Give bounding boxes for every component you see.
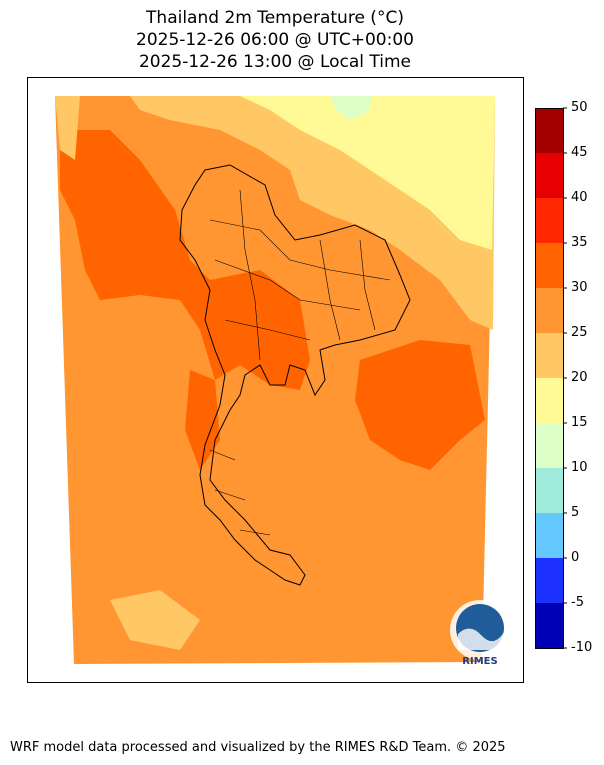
colorbar-tick-label: 45	[571, 145, 588, 160]
colorbar-bin	[535, 423, 563, 469]
colorbar-tick-label: 40	[571, 190, 588, 205]
field-30-35-east	[355, 340, 485, 470]
colorbar-bin	[535, 558, 563, 604]
title-line-2: 2025-12-26 06:00 @ UTC+00:00	[136, 30, 414, 50]
colorbar-tick-label: -5	[571, 595, 584, 610]
thailand-border	[179, 164, 411, 586]
colorbar-bin	[535, 153, 563, 199]
colorbar-bin	[535, 288, 563, 334]
colorbar-bin	[535, 468, 563, 514]
temperature-field	[55, 96, 495, 664]
colorbar-tick-label: 35	[571, 235, 588, 250]
province-borders	[209, 189, 391, 536]
logo-text: RIMES	[462, 656, 497, 667]
colorbar-tick-label: 25	[571, 325, 588, 340]
field-30-35-south	[185, 370, 220, 470]
colorbar-bin	[535, 108, 563, 154]
colorbar-bin	[535, 513, 563, 559]
colorbar-frame	[535, 108, 564, 649]
field-10-15	[330, 96, 372, 120]
title-line-3: 2025-12-26 13:00 @ Local Time	[138, 52, 412, 72]
colorbar-tick-label: 0	[571, 550, 580, 565]
field-20-25-west	[55, 96, 80, 160]
colorbar-tick-label: 20	[571, 370, 588, 385]
colorbar-tick-label: 50	[571, 100, 588, 115]
colorbar-bin	[535, 378, 563, 424]
colorbar-tick-label: -10	[571, 640, 593, 655]
colorbar-bin	[535, 198, 563, 244]
footer-credit: WRF model data processed and visualized …	[10, 740, 506, 755]
colorbar	[535, 107, 567, 649]
rimes-logo: RIMES	[450, 600, 510, 667]
colorbar-bin	[535, 243, 563, 289]
colorbar-tick-label: 15	[571, 415, 588, 430]
colorbar-tick-label: 10	[571, 460, 588, 475]
title-line-1: Thailand 2m Temperature (°C)	[146, 8, 404, 28]
colorbar-tick-label: 5	[571, 505, 580, 520]
colorbar-bin	[535, 603, 563, 649]
colorbar-tick-label: 30	[571, 280, 588, 295]
colorbar-bin	[535, 333, 563, 379]
field-15-20-north	[240, 96, 495, 250]
field-20-25-south	[110, 590, 200, 650]
